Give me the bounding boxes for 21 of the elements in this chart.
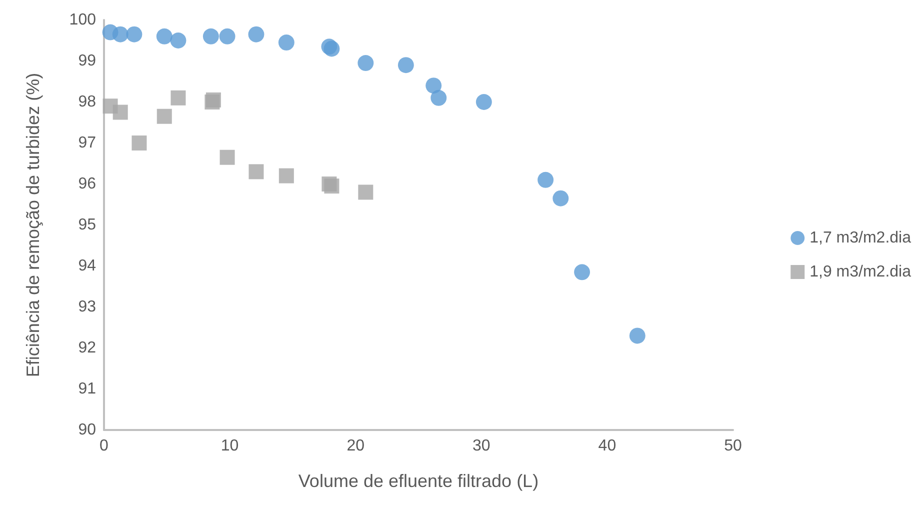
- y-tick-label: 94: [78, 258, 96, 274]
- x-axis-title: Volume de efluente filtrado (L): [298, 471, 539, 491]
- x-tick-label: 40: [598, 438, 616, 454]
- y-tick-label: 91: [78, 380, 96, 398]
- x-tick-label: 10: [220, 438, 239, 454]
- y-tick-label: 98: [78, 94, 96, 110]
- x-tick-label: 50: [724, 438, 742, 454]
- y-tick-label: 95: [78, 216, 96, 234]
- y-tick-label: 93: [78, 298, 96, 316]
- x-tick-label: 20: [346, 438, 365, 454]
- x-tick-label: 0: [100, 438, 109, 454]
- y-tick-label: 96: [78, 176, 96, 192]
- x-tick-label: 30: [472, 438, 490, 454]
- y-tick-label: 100: [69, 12, 96, 28]
- y-tick-label: 92: [78, 340, 96, 356]
- legend-label: 1,9 m3/m2.dia: [810, 264, 912, 280]
- y-tick-label: 90: [78, 422, 96, 438]
- y-tick-label: 97: [78, 134, 96, 152]
- y-tick-label: 99: [78, 52, 96, 70]
- y-axis-title: Eficiência de remoção de turbidez (%): [23, 72, 43, 378]
- legend-label: 1,7 m3/m2.dia: [810, 230, 912, 246]
